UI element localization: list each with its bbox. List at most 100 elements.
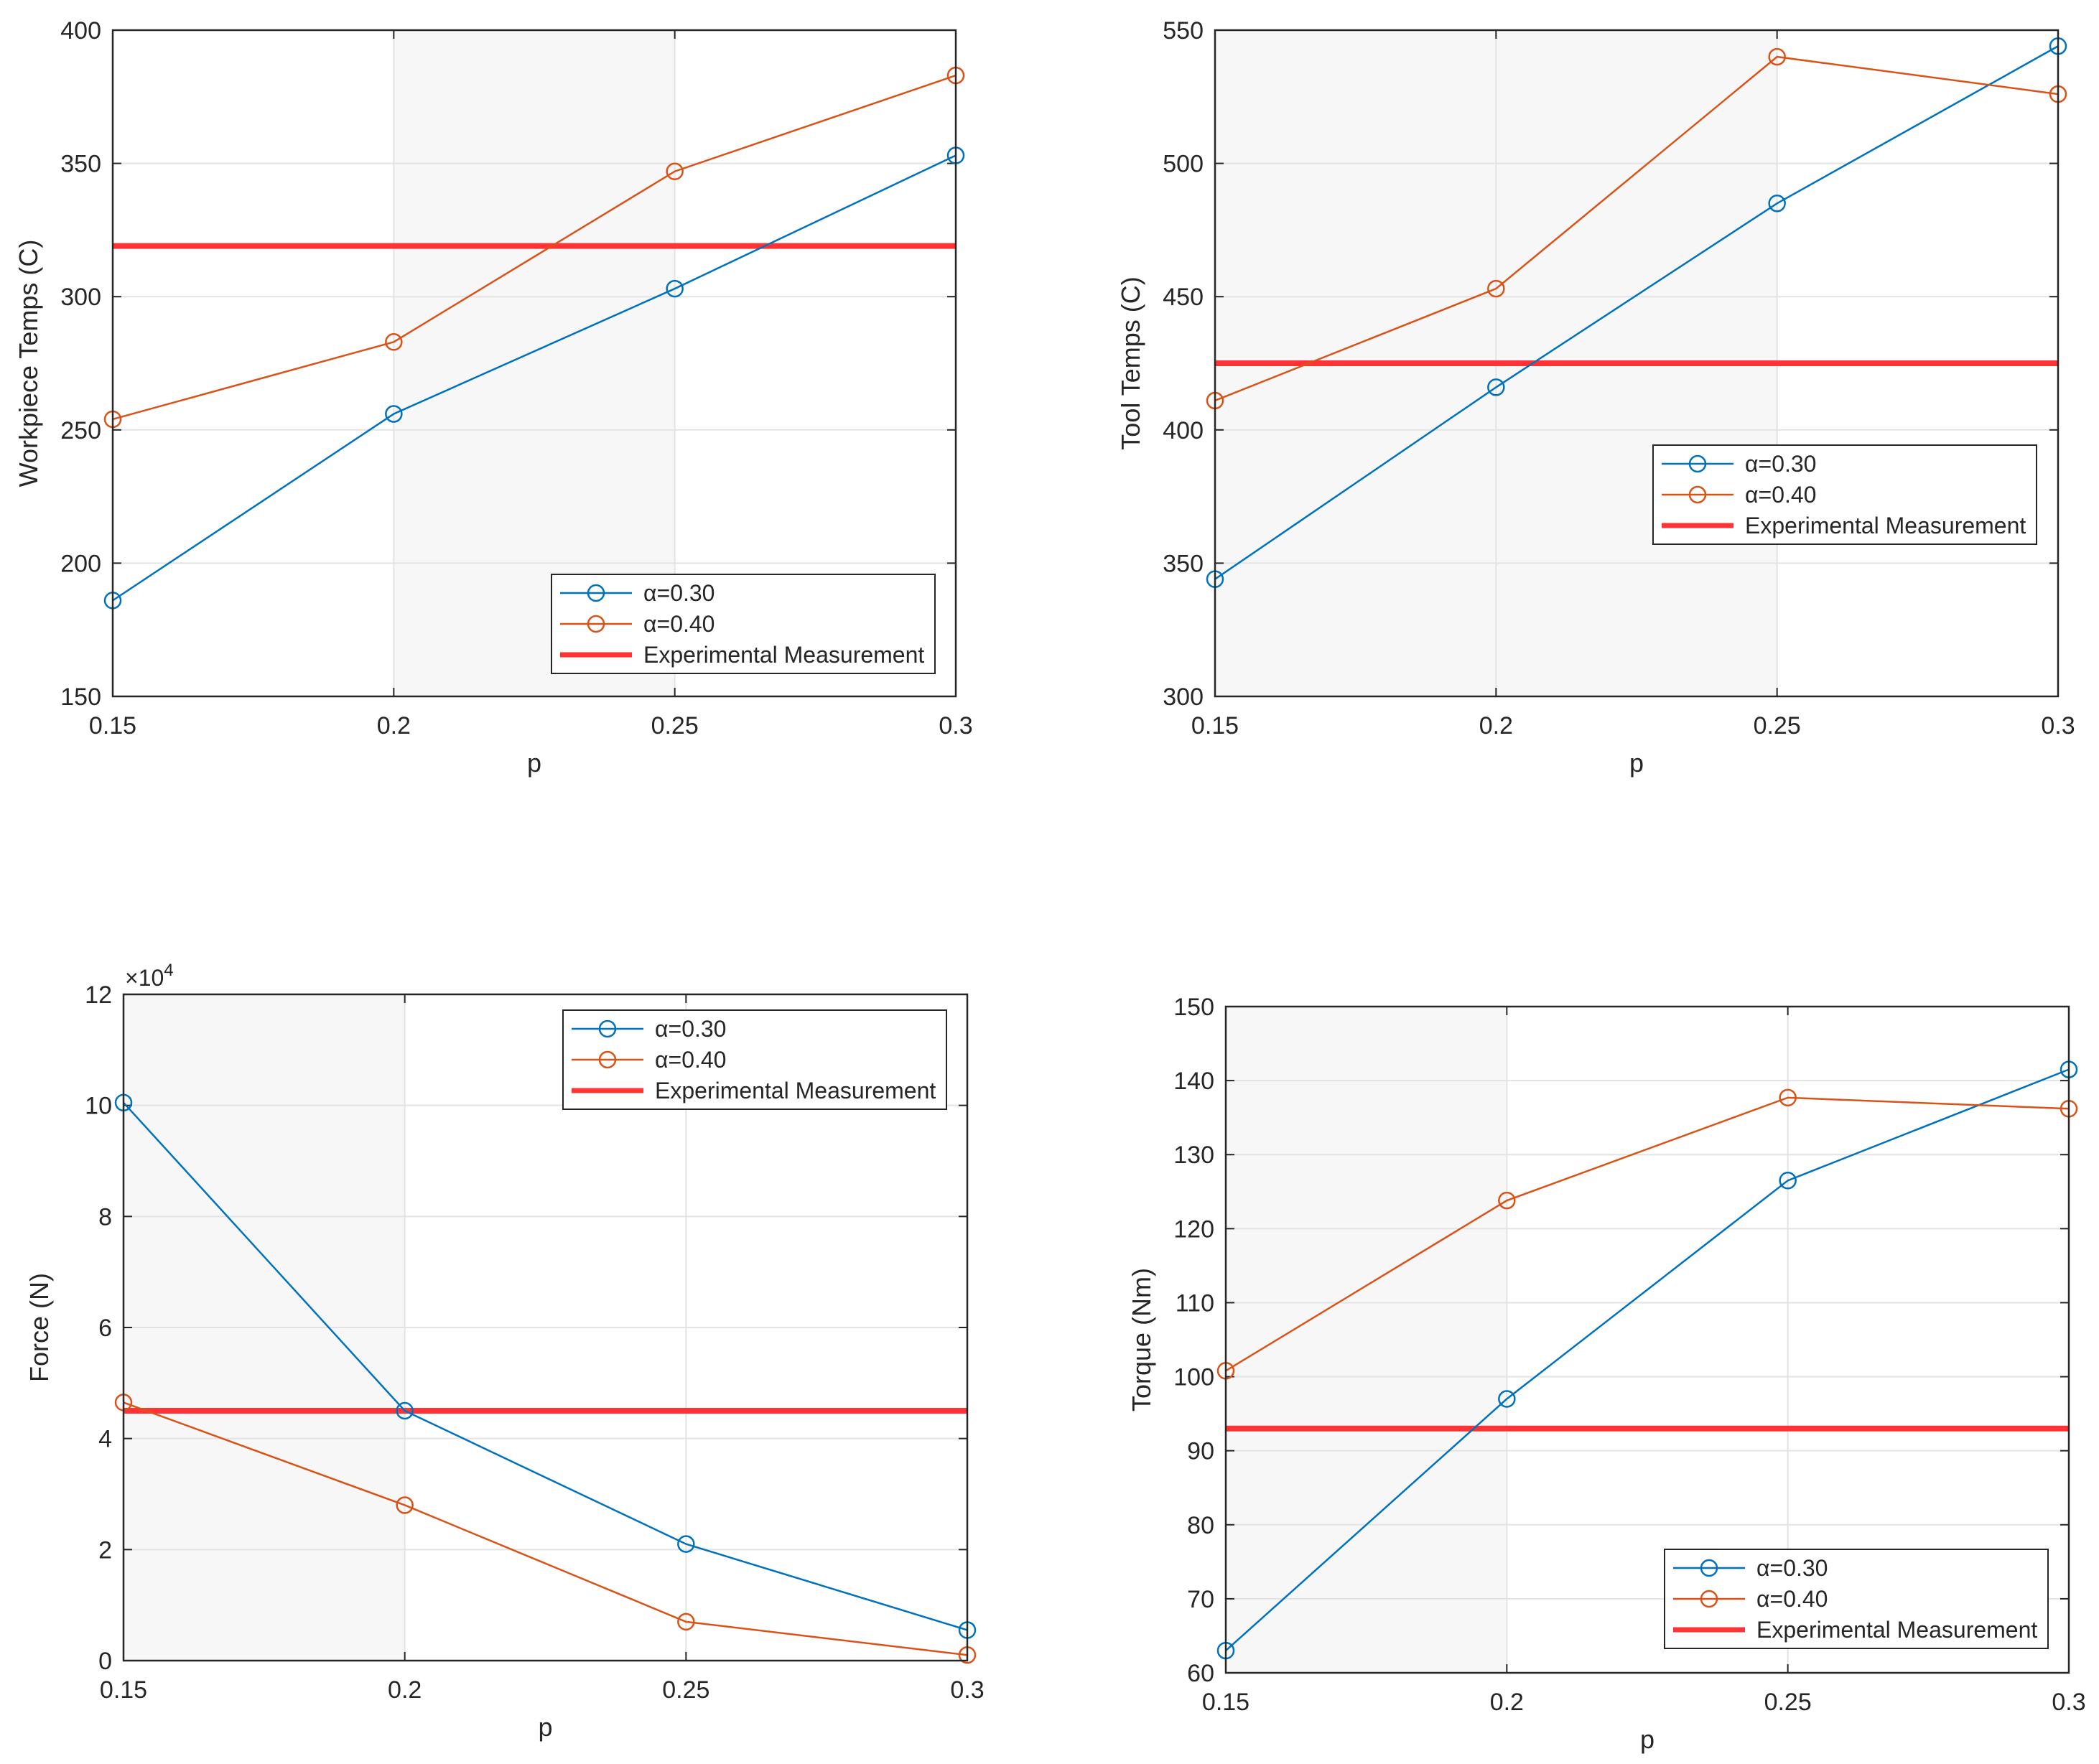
data-point-alpha-030 bbox=[1498, 1390, 1516, 1408]
y-tick-label: 140 bbox=[1173, 1068, 1214, 1095]
y-axis-label: Torque (Nm) bbox=[1127, 1268, 1156, 1411]
data-point-alpha-040 bbox=[677, 1613, 695, 1631]
data-point-alpha-030 bbox=[1779, 1172, 1797, 1190]
data-point-alpha-040 bbox=[385, 333, 403, 351]
legend-entry-alpha-030-marker bbox=[1700, 1559, 1718, 1577]
legend-entry-alpha-040-label: α=0.40 bbox=[643, 611, 715, 637]
y-axis-label: Tool Temps (C) bbox=[1116, 276, 1145, 449]
legend-entry-alpha-030-marker bbox=[587, 584, 605, 602]
data-point-alpha-040 bbox=[666, 162, 684, 180]
legend-entry-alpha-030-marker bbox=[1688, 454, 1707, 473]
y-tick-label: 0 bbox=[98, 1648, 112, 1675]
data-point-alpha-030 bbox=[677, 1535, 695, 1553]
y-axis-label: Workpiece Temps (C) bbox=[14, 240, 43, 487]
legend: α=0.30 α=0.40 Experimental Measurement bbox=[1664, 1549, 2049, 1649]
y-tick-label: 300 bbox=[1163, 683, 1204, 711]
y-tick-label: 120 bbox=[1173, 1215, 1214, 1243]
y-tick-label: 10 bbox=[85, 1093, 112, 1120]
x-axis-label: p bbox=[527, 748, 541, 778]
data-point-alpha-030 bbox=[396, 1401, 414, 1420]
y-tick-label: 400 bbox=[1163, 417, 1204, 444]
x-tick-label: 0.3 bbox=[2041, 712, 2075, 739]
series-line-alpha-040 bbox=[1225, 1096, 2070, 1372]
y-tick-label: 4 bbox=[98, 1426, 112, 1453]
legend-entry-alpha-030-label: α=0.30 bbox=[1756, 1555, 1828, 1581]
x-tick-label: 0.15 bbox=[89, 712, 136, 739]
y-tick-label: 12 bbox=[85, 981, 112, 1009]
y-tick-label: 130 bbox=[1173, 1142, 1214, 1169]
legend-entry-alpha-040-marker bbox=[1700, 1590, 1718, 1608]
legend-entry-alpha-040-label: α=0.40 bbox=[655, 1047, 726, 1073]
series-line-alpha-040 bbox=[112, 74, 957, 421]
y-tick-label: 110 bbox=[1176, 1289, 1214, 1317]
data-point-alpha-040 bbox=[396, 1496, 414, 1514]
chart-panel-torque: 0.15 0.2 0.25 0.3 60 70 80 90 100 110 120 130 140 150… bbox=[1127, 994, 2086, 1754]
x-tick-label: 0.3 bbox=[939, 712, 972, 739]
y-tick-label: 250 bbox=[60, 417, 101, 444]
y-tick-label: 450 bbox=[1163, 284, 1204, 311]
x-tick-label: 0.2 bbox=[1490, 1689, 1524, 1716]
y-tick-label: 400 bbox=[60, 17, 101, 45]
chart-panel-workpiece: 0.15 0.2 0.25 0.3 150 200 250 300 350 400 p Workpie… bbox=[14, 17, 973, 778]
y-tick-label: 90 bbox=[1187, 1438, 1214, 1465]
axes-box bbox=[1224, 1005, 2070, 1674]
x-tick-label: 0.15 bbox=[100, 1676, 147, 1704]
y-tick-label: 8 bbox=[98, 1203, 112, 1231]
legend-entry-measurement-label: Experimental Measurement bbox=[1756, 1617, 2037, 1643]
series-line-alpha-030 bbox=[1225, 1068, 2070, 1651]
legend-entry-measurement-label: Experimental Measurement bbox=[643, 642, 924, 668]
x-tick-label: 0.3 bbox=[2052, 1689, 2085, 1716]
x-tick-label: 0.15 bbox=[1202, 1689, 1249, 1716]
y-tick-label: 350 bbox=[60, 151, 101, 178]
legend: α=0.30 α=0.40 Experimental Measurement bbox=[551, 574, 936, 674]
x-axis-label: p bbox=[538, 1712, 552, 1742]
legend-entry-alpha-040-marker bbox=[1688, 485, 1707, 504]
series-line-alpha-030 bbox=[1214, 45, 2059, 580]
multiplier-exponent: 4 bbox=[164, 961, 173, 980]
legend: α=0.30 α=0.40 Experimental Measurement bbox=[1652, 444, 2037, 545]
data-point-alpha-040 bbox=[1498, 1191, 1516, 1210]
y-tick-label: 200 bbox=[60, 550, 101, 577]
multiplier-base: ×10 bbox=[125, 965, 164, 991]
y-axis-label: Force (N) bbox=[24, 1273, 54, 1382]
y-tick-label: 150 bbox=[60, 683, 101, 711]
x-tick-label: 0.15 bbox=[1191, 712, 1239, 739]
legend-entry-alpha-030-marker bbox=[598, 1019, 617, 1038]
chart-panel-tool: 0.15 0.2 0.25 0.3 300 350 400 450 500 550 p Tool Te… bbox=[1116, 17, 2075, 778]
legend: α=0.30 α=0.40 Experimental Measurement bbox=[562, 1009, 947, 1110]
series-line-alpha-030 bbox=[123, 1101, 968, 1631]
series-line-alpha-040 bbox=[1214, 55, 2059, 402]
x-axis-label: p bbox=[1640, 1725, 1654, 1754]
x-tick-label: 0.25 bbox=[1764, 1689, 1812, 1716]
y-tick-label: 60 bbox=[1187, 1660, 1214, 1687]
y-tick-label: 6 bbox=[98, 1315, 112, 1342]
y-tick-label: 100 bbox=[1173, 1364, 1214, 1391]
axes-box bbox=[122, 993, 969, 1662]
x-tick-label: 0.3 bbox=[950, 1676, 984, 1704]
data-point-alpha-030 bbox=[1768, 195, 1786, 213]
axes-box bbox=[111, 29, 957, 698]
data-point-alpha-030 bbox=[666, 279, 684, 298]
y-tick-label: 350 bbox=[1163, 550, 1204, 577]
y-tick-label: 500 bbox=[1163, 151, 1204, 178]
y-axis-multiplier: ×104 bbox=[125, 961, 174, 991]
data-point-alpha-030 bbox=[385, 405, 403, 423]
data-point-alpha-040 bbox=[1768, 47, 1786, 66]
series-line-alpha-040 bbox=[123, 1401, 968, 1656]
data-point-alpha-040 bbox=[1779, 1088, 1797, 1107]
y-tick-label: 70 bbox=[1187, 1586, 1214, 1613]
x-tick-label: 0.25 bbox=[651, 712, 699, 739]
axes-box bbox=[1214, 29, 2060, 698]
y-tick-label: 300 bbox=[60, 284, 101, 311]
legend-entry-alpha-040-marker bbox=[598, 1050, 617, 1069]
legend-entry-alpha-030-label: α=0.30 bbox=[1745, 451, 1816, 477]
legend-entry-alpha-040-marker bbox=[587, 615, 605, 633]
shaded-region bbox=[1226, 1007, 1507, 1673]
legend-entry-alpha-040-label: α=0.40 bbox=[1745, 482, 1816, 508]
legend-entry-alpha-040-label: α=0.40 bbox=[1756, 1586, 1828, 1612]
y-tick-label: 80 bbox=[1187, 1512, 1214, 1539]
data-point-alpha-030 bbox=[1487, 378, 1505, 396]
x-tick-label: 0.2 bbox=[377, 712, 411, 739]
